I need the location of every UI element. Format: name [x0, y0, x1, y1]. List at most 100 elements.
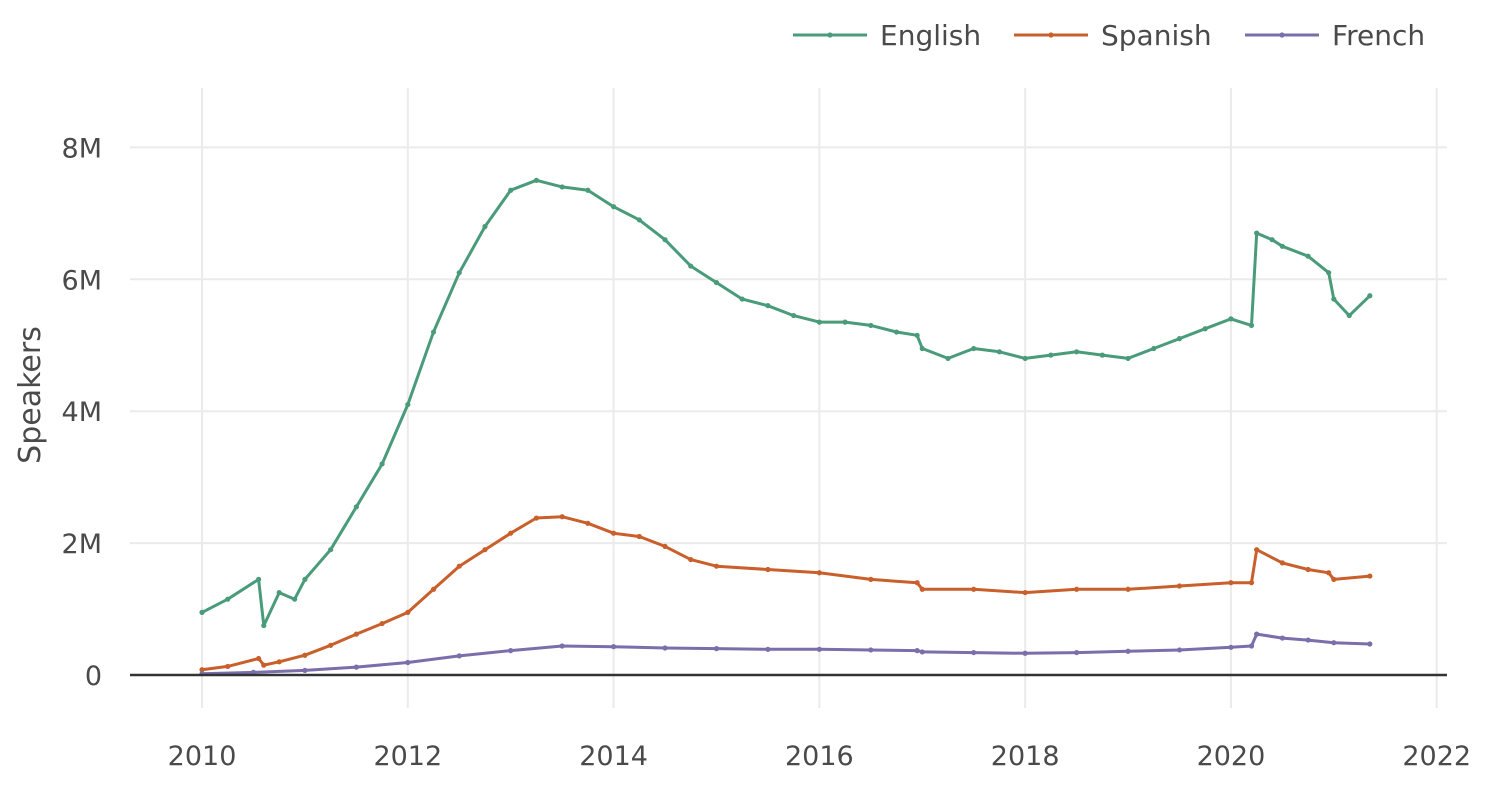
data-point	[816, 646, 822, 652]
data-point	[765, 303, 771, 309]
data-point	[868, 576, 874, 582]
data-point	[1176, 336, 1183, 342]
data-point	[1269, 237, 1275, 243]
legend: English Spanish French	[793, 19, 1425, 52]
legend-marker	[1279, 32, 1285, 38]
data-point	[662, 543, 668, 550]
data-point	[610, 204, 617, 210]
y-tick-label: 6M	[62, 265, 102, 296]
legend-item-french: French	[1245, 19, 1425, 52]
legend-label: English	[880, 19, 981, 52]
data-point	[914, 648, 920, 654]
series-spanish	[199, 514, 1373, 673]
data-point	[379, 620, 385, 627]
data-point	[610, 644, 617, 650]
data-point	[713, 563, 720, 569]
data-point	[868, 647, 874, 653]
data-point	[971, 345, 977, 352]
data-point	[1151, 345, 1157, 352]
data-point	[508, 530, 514, 536]
data-point	[250, 669, 257, 675]
data-point	[1305, 637, 1311, 643]
data-point	[456, 563, 462, 569]
data-point	[559, 184, 565, 190]
data-point	[405, 609, 411, 615]
data-point	[1022, 355, 1028, 362]
data-point	[1367, 573, 1373, 579]
data-point	[559, 514, 565, 520]
data-point	[713, 279, 720, 286]
data-point	[816, 319, 822, 325]
data-point	[765, 646, 771, 652]
data-point	[225, 596, 231, 602]
data-point	[816, 570, 822, 576]
data-point	[868, 322, 874, 329]
data-point	[1279, 560, 1285, 566]
data-point	[1228, 316, 1234, 322]
series-line	[201, 632, 1370, 676]
data-point	[585, 187, 591, 193]
data-point	[842, 319, 848, 325]
series-line	[201, 178, 1371, 628]
data-point	[1279, 243, 1285, 249]
data-point	[739, 296, 745, 302]
data-point	[199, 609, 205, 615]
data-point	[688, 263, 694, 269]
data-point	[662, 645, 668, 651]
data-point	[328, 547, 334, 553]
series-english	[199, 177, 1373, 629]
data-point	[276, 589, 282, 596]
data-point	[430, 586, 437, 592]
y-tick-label: 2M	[62, 529, 102, 560]
data-point	[1279, 635, 1285, 641]
data-point	[919, 345, 925, 352]
legend-marker	[827, 32, 833, 38]
data-point	[1305, 566, 1311, 573]
data-point	[1022, 650, 1028, 656]
data-point	[919, 586, 925, 592]
data-point	[430, 329, 437, 335]
x-tick-label: 2016	[785, 741, 854, 772]
data-point	[256, 655, 262, 662]
data-point	[713, 646, 720, 652]
legend-label: Spanish	[1101, 19, 1212, 52]
series-french	[199, 631, 1373, 677]
data-point	[302, 667, 308, 674]
data-point	[765, 566, 771, 573]
data-point	[1326, 570, 1332, 576]
y-axis-title: Speakers	[13, 326, 48, 464]
y-tick-label: 0	[85, 661, 102, 692]
data-point	[456, 270, 462, 276]
data-point	[533, 177, 540, 183]
y-tick-label: 8M	[62, 133, 102, 164]
data-point	[1073, 649, 1080, 656]
data-point	[1202, 326, 1208, 332]
data-point	[1248, 322, 1255, 329]
data-point	[379, 461, 385, 467]
data-point	[1254, 631, 1260, 637]
data-point	[456, 653, 462, 659]
series-line	[201, 515, 1370, 672]
data-point	[482, 547, 488, 553]
data-point	[302, 576, 308, 582]
data-point	[919, 649, 925, 655]
data-point	[508, 187, 514, 193]
data-point	[914, 580, 920, 586]
data-point	[533, 515, 540, 521]
data-point	[1254, 547, 1260, 553]
data-point	[585, 520, 591, 526]
data-point	[302, 652, 308, 658]
legend-item-spanish: Spanish	[1014, 19, 1212, 52]
data-point	[1305, 253, 1311, 259]
data-point	[791, 312, 797, 319]
data-point	[1099, 352, 1105, 358]
data-point	[1228, 644, 1234, 650]
data-point	[1254, 230, 1260, 236]
x-tick-label: 2018	[991, 741, 1060, 772]
data-point	[1228, 580, 1234, 586]
data-point	[261, 662, 267, 668]
data-point	[1073, 349, 1080, 355]
data-point	[1022, 589, 1028, 596]
data-point	[893, 329, 900, 335]
